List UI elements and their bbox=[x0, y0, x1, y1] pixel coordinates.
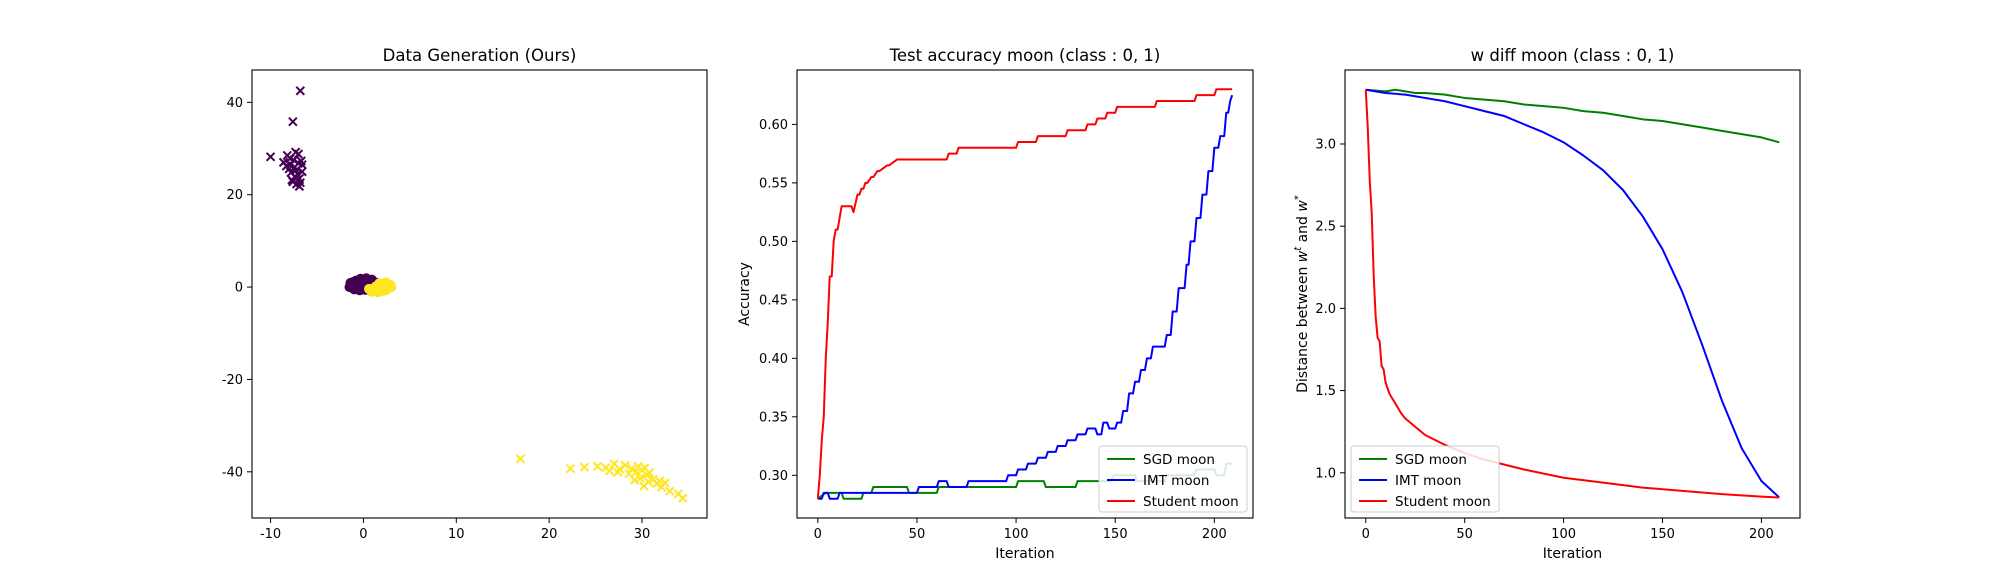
legend-label: Student moon bbox=[1395, 494, 1491, 510]
scatter-point-x bbox=[515, 454, 526, 464]
scatter-point-x bbox=[633, 461, 643, 471]
y-tick-label: 0 bbox=[235, 281, 243, 296]
legend-box bbox=[1350, 445, 1500, 513]
axes-frame bbox=[251, 69, 708, 519]
series-line-imt-moon bbox=[817, 94, 1234, 500]
axes-frame bbox=[796, 69, 1254, 519]
x-tick-label: 10 bbox=[448, 527, 465, 542]
x-tick-label: 30 bbox=[634, 527, 651, 542]
x-tick-label: 150 bbox=[1650, 527, 1675, 542]
x-tick-label: 50 bbox=[1456, 527, 1473, 542]
scatter-point-x bbox=[285, 153, 295, 164]
y-tick-label: 2.5 bbox=[1315, 220, 1336, 235]
y-tick-label: 20 bbox=[226, 188, 243, 203]
y-tick-label: 1.5 bbox=[1315, 384, 1336, 399]
scatter-point-x bbox=[297, 159, 307, 170]
subplot-1: Data Generation (Ours) -10 0 10 20 30 -40 -20 0 2… bbox=[222, 46, 708, 542]
legend-label: SGD moon bbox=[1143, 452, 1215, 468]
legend: SGD moon IMT moon Student moon bbox=[1098, 445, 1248, 513]
y-tick-label: 3.0 bbox=[1315, 137, 1336, 152]
legend: SGD moon IMT moon Student moon bbox=[1350, 445, 1500, 513]
scatter-point-x bbox=[640, 463, 650, 473]
plot-data bbox=[1364, 88, 1780, 499]
y-axis-label: Distance between wt and w* bbox=[1293, 195, 1311, 393]
legend-label: IMT moon bbox=[1143, 473, 1209, 489]
y-tick-label: 0.60 bbox=[759, 118, 788, 133]
subplot-2: Test accuracy moon (class : 0, 1) 0 50 100 1… bbox=[737, 46, 1254, 562]
y-tick-label: 40 bbox=[226, 96, 243, 111]
y-tick-label: -40 bbox=[222, 465, 243, 480]
scatter-point-x bbox=[604, 466, 615, 476]
y-tick-label: 2.0 bbox=[1315, 302, 1336, 317]
series-line-sgd-moon bbox=[1365, 88, 1780, 144]
scatter-point-x bbox=[290, 162, 300, 172]
x-tick-label: 20 bbox=[541, 527, 558, 542]
scatter-point-x bbox=[565, 463, 576, 474]
scatter-point-x bbox=[287, 175, 297, 185]
plot-data bbox=[816, 88, 1234, 500]
y-tick-label: 1.0 bbox=[1315, 466, 1336, 481]
y-tick-label: 0.30 bbox=[759, 469, 788, 484]
scatter-point-x bbox=[265, 152, 276, 162]
x-tick-label: 100 bbox=[1551, 527, 1576, 542]
x-tick-label: 50 bbox=[909, 527, 926, 542]
chart-title: Data Generation (Ours) bbox=[383, 46, 577, 65]
scatter-point-x bbox=[631, 467, 642, 477]
x-tick-label: 100 bbox=[1004, 527, 1029, 542]
x-tick-label: 200 bbox=[1202, 527, 1227, 542]
x-axis-label: Iteration bbox=[1543, 546, 1602, 562]
legend-box bbox=[1098, 445, 1248, 513]
scatter-point-x bbox=[620, 460, 630, 471]
legend-label: IMT moon bbox=[1395, 473, 1461, 489]
x-tick-label: 0 bbox=[1362, 527, 1370, 542]
y-tick-label: 0.35 bbox=[759, 410, 788, 425]
scatter-point-x bbox=[288, 117, 298, 127]
scatter-point-x bbox=[297, 166, 307, 177]
plot-data bbox=[265, 86, 688, 503]
scatter-point-x bbox=[613, 467, 623, 477]
scatter-point-x bbox=[295, 86, 305, 96]
subplot-3: w diff moon (class : 0, 1) 0 50 100 150 200 1.… bbox=[1293, 46, 1801, 562]
scatter-point-x bbox=[635, 473, 645, 483]
scatter-point-x bbox=[629, 475, 640, 485]
scatter-point-x bbox=[592, 461, 603, 471]
series-line-imt-moon bbox=[1365, 88, 1780, 499]
scatter-point-x bbox=[660, 478, 670, 488]
y-tick-label: 0.50 bbox=[759, 235, 788, 250]
scatter-point-x bbox=[654, 476, 665, 486]
scatter-point-x bbox=[281, 161, 292, 171]
scatter-point bbox=[386, 282, 397, 293]
x-tick-label: -10 bbox=[260, 527, 281, 542]
y-tick-label: 0.55 bbox=[759, 176, 788, 191]
scatter-point-x bbox=[665, 486, 675, 496]
axes-frame bbox=[1344, 69, 1801, 519]
y-tick-label: 0.45 bbox=[759, 293, 788, 308]
scatter-point-x bbox=[294, 181, 305, 192]
legend-label: Student moon bbox=[1143, 494, 1239, 510]
series-line-student-moon bbox=[1364, 89, 1780, 499]
x-tick-label: 200 bbox=[1749, 527, 1774, 542]
y-tick-label: 0.40 bbox=[759, 352, 788, 367]
x-axis-label: Iteration bbox=[995, 546, 1054, 562]
legend-label: SGD moon bbox=[1395, 452, 1467, 468]
scatter-point-x bbox=[639, 481, 649, 491]
y-tick-label: -20 bbox=[222, 373, 243, 388]
x-tick-label: 0 bbox=[814, 527, 822, 542]
x-tick-label: 150 bbox=[1103, 527, 1128, 542]
y-axis-label: Accuracy bbox=[737, 262, 753, 326]
scatter-point bbox=[377, 279, 388, 290]
scatter-point-x bbox=[678, 493, 688, 503]
chart-title: Test accuracy moon (class : 0, 1) bbox=[889, 46, 1161, 65]
scatter-point-x bbox=[579, 462, 590, 472]
chart-title: w diff moon (class : 0, 1) bbox=[1471, 46, 1675, 65]
series-line-student-moon bbox=[816, 88, 1233, 499]
x-tick-label: 0 bbox=[359, 527, 367, 542]
scatter-point bbox=[345, 277, 356, 288]
